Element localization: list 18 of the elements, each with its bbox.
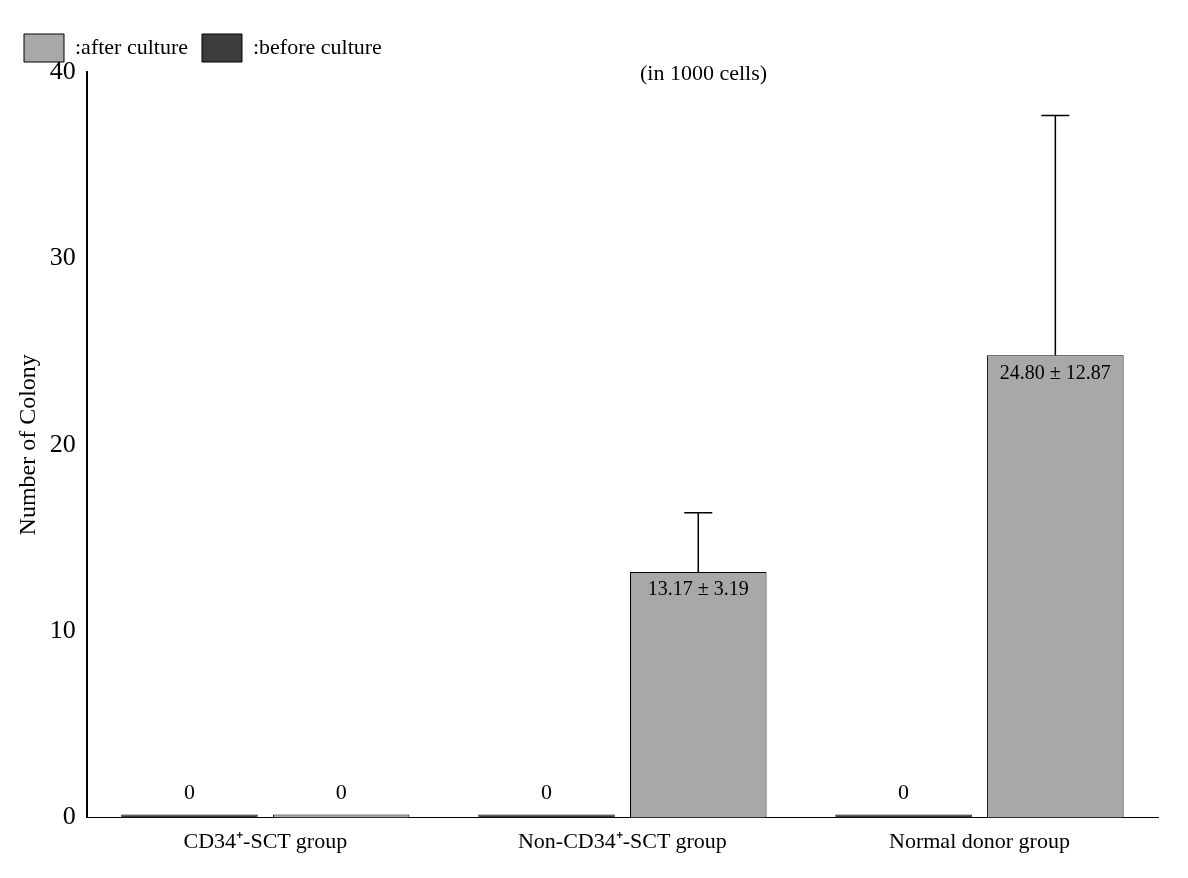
data-label: 0 — [183, 779, 195, 805]
y-tick-label: 10 — [49, 615, 76, 645]
y-tick-label: 30 — [49, 242, 76, 272]
legend-label: :before culture — [252, 33, 382, 59]
x-tick-label: CD34⁺-SCT group — [183, 827, 348, 853]
y-tick-label: 20 — [49, 428, 76, 458]
data-label: 0 — [898, 779, 910, 805]
y-tick-label: 0 — [62, 801, 76, 831]
x-tick-label: Normal donor group — [889, 827, 1070, 853]
y-tick-label: 40 — [49, 55, 76, 85]
data-label: 24.80 ± 12.87 — [999, 360, 1111, 383]
x-tick-label: Non-CD34⁺-SCT group — [517, 827, 727, 853]
data-label: 0 — [541, 779, 553, 805]
data-label: 0 — [335, 779, 347, 805]
data-label: 13.17 ± 3.19 — [647, 577, 749, 600]
y-axis-title: Number of Colony — [13, 354, 40, 536]
legend-label: :after culture — [75, 33, 188, 59]
annotation: (in 1000 cells) — [640, 60, 768, 86]
